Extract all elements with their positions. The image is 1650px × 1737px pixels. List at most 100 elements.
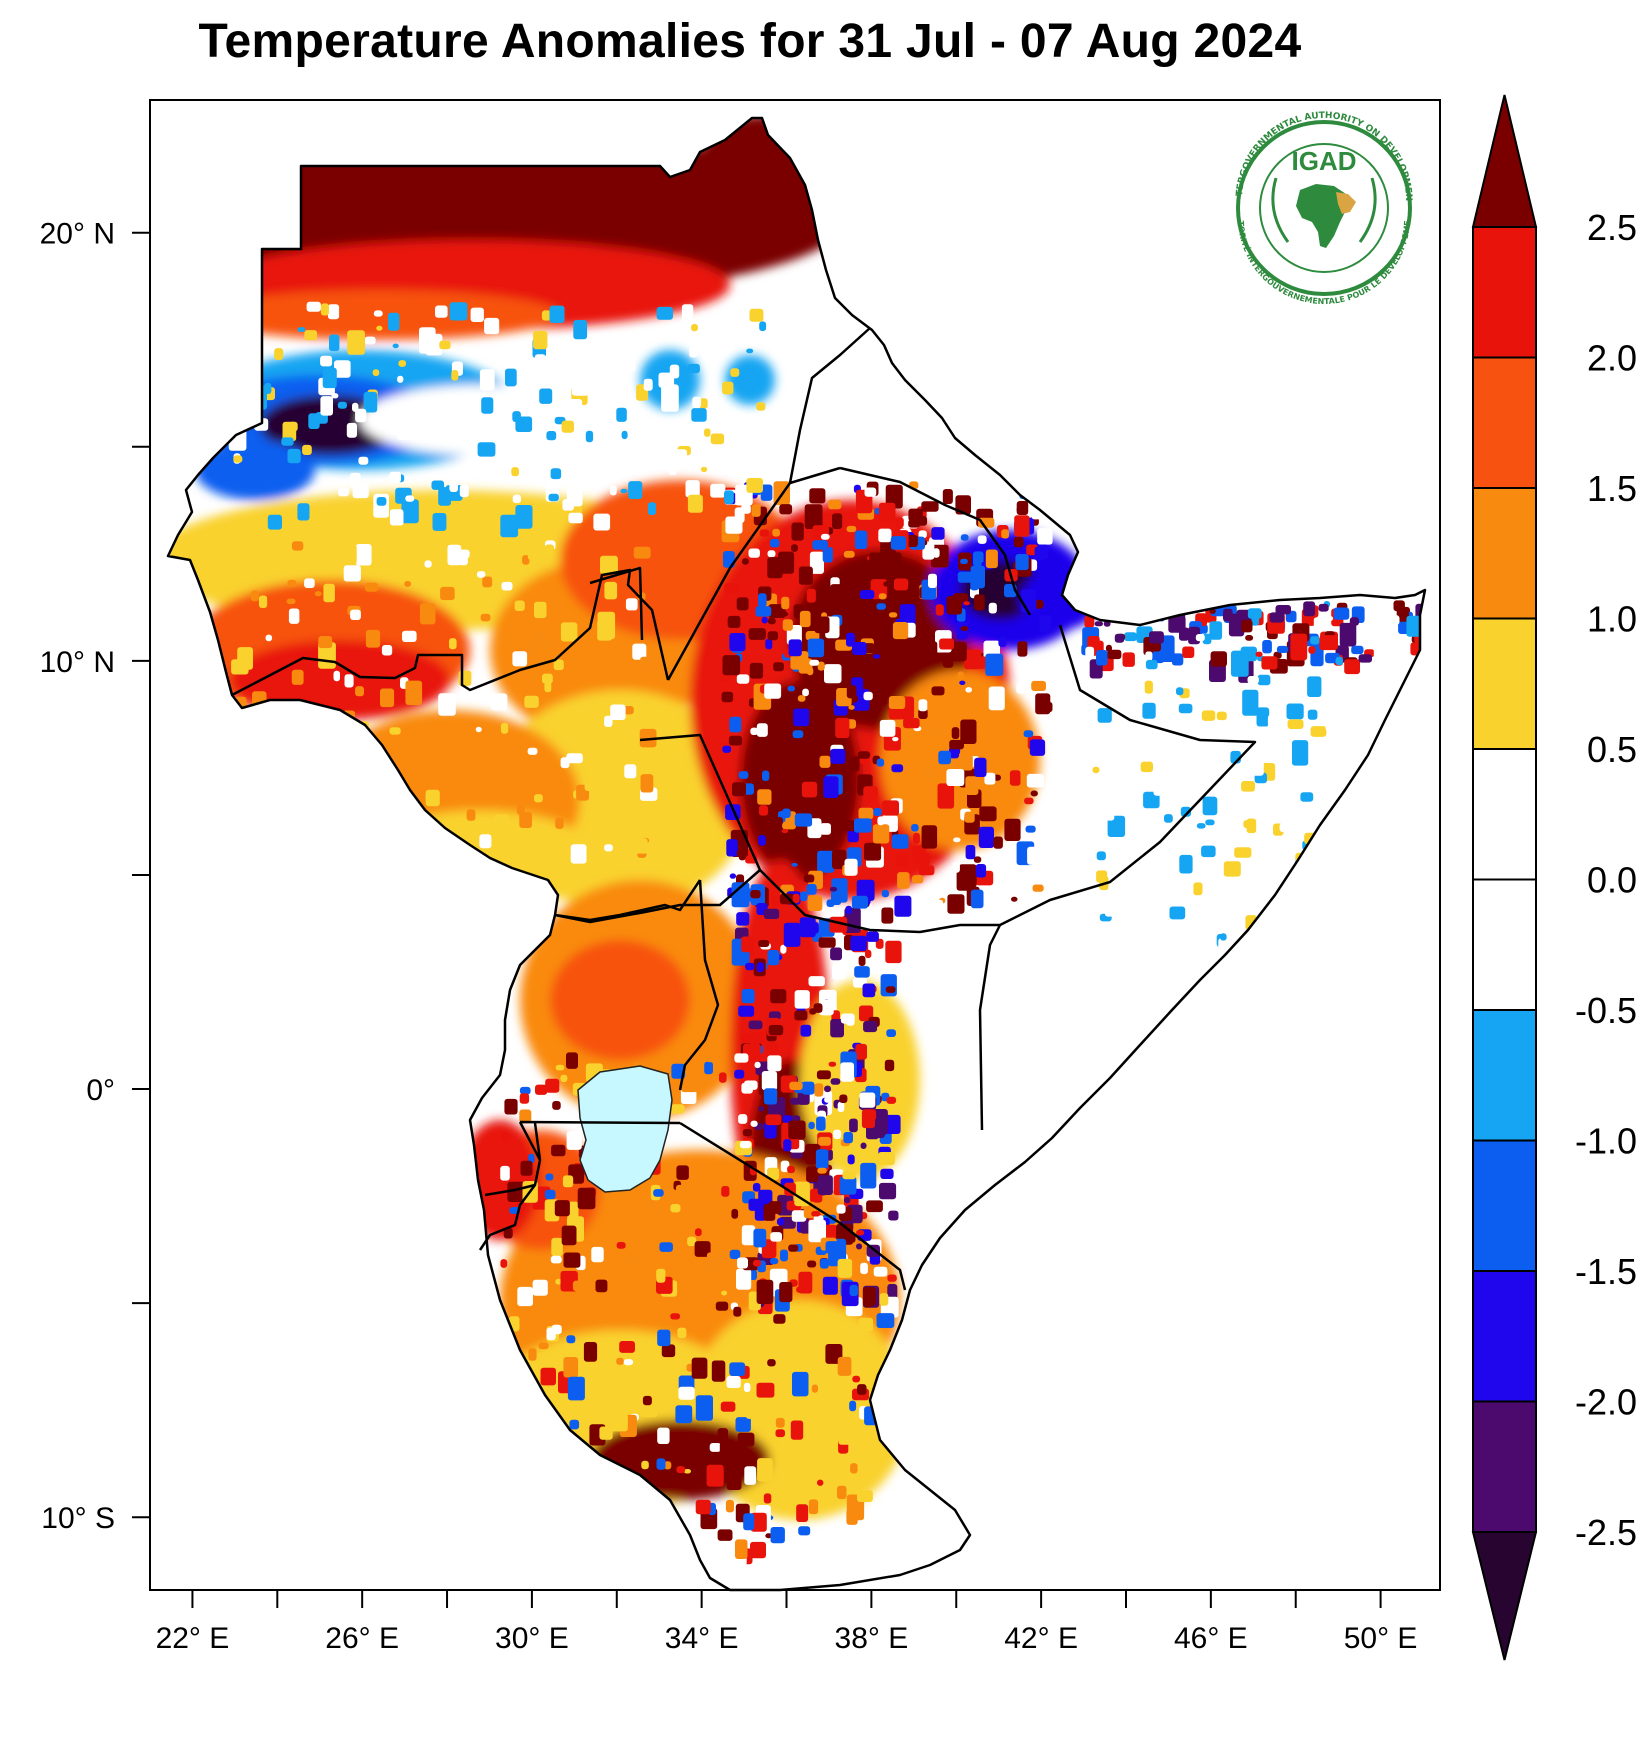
anomaly-cell <box>942 657 954 668</box>
anomaly-cell <box>534 354 546 371</box>
anomaly-cell <box>879 666 886 674</box>
anomaly-cell <box>1240 646 1257 662</box>
anomaly-cell <box>830 947 842 961</box>
anomaly-cell <box>794 1010 808 1021</box>
colorbar-swatch <box>1472 226 1537 359</box>
colorbar-label: 2.5 <box>1587 207 1637 248</box>
anomaly-region <box>550 940 690 1060</box>
anomaly-cell <box>734 1053 749 1063</box>
anomaly-cell <box>955 495 971 515</box>
anomaly-cell <box>837 1258 853 1278</box>
anomaly-cell <box>1015 554 1029 571</box>
colorbar-label: -1.0 <box>1575 1121 1637 1162</box>
anomaly-cell <box>719 1442 735 1461</box>
anomaly-cell <box>352 484 369 499</box>
anomaly-cell <box>1310 726 1327 737</box>
anomaly-cell <box>388 312 400 331</box>
anomaly-cell <box>756 402 766 411</box>
anomaly-cell <box>800 891 808 902</box>
anomaly-cell <box>322 367 337 389</box>
anomaly-cell <box>824 1085 831 1093</box>
anomaly-cell <box>846 525 857 533</box>
anomaly-cell <box>988 686 1005 711</box>
anomaly-cell <box>927 588 936 595</box>
anomaly-cell <box>881 889 889 898</box>
anomaly-cell <box>721 691 734 703</box>
anomaly-cell <box>899 604 916 627</box>
anomaly-cell <box>274 348 284 360</box>
anomaly-cell <box>888 612 898 618</box>
anomaly-cell <box>569 1419 580 1430</box>
anomaly-cell <box>845 905 852 915</box>
anomaly-cell <box>776 1218 785 1226</box>
anomaly-cell <box>817 1167 827 1174</box>
anomaly-cell <box>885 484 903 509</box>
anomaly-cell <box>687 494 703 513</box>
anomaly-cell <box>780 611 789 617</box>
anomaly-cell <box>544 681 552 693</box>
anomaly-cell <box>661 1344 676 1358</box>
anomaly-cell <box>449 638 457 650</box>
anomaly-cell <box>979 806 997 822</box>
anomaly-cell <box>402 630 417 642</box>
anomaly-cell <box>812 540 828 550</box>
anomaly-cell <box>856 1243 863 1250</box>
anomaly-cell <box>709 1443 721 1452</box>
anomaly-cell <box>931 527 945 540</box>
longitude-axis: 22° E 26° E 30° E 34° E 38° E 42° E 46° E 50° E <box>156 1590 1417 1655</box>
anomaly-cell <box>793 708 810 727</box>
anomaly-cell <box>722 745 732 753</box>
anomaly-cell <box>542 673 553 684</box>
lon-tick-label: 42° E <box>1004 1622 1078 1655</box>
anomaly-cell <box>291 541 304 551</box>
anomaly-cell <box>843 550 855 558</box>
anomaly-cell <box>892 737 899 742</box>
anomaly-cell <box>758 1106 765 1112</box>
anomaly-cell <box>380 548 395 559</box>
anomaly-cell <box>722 381 734 395</box>
anomaly-cell <box>878 502 896 521</box>
anomaly-cell <box>681 1080 698 1093</box>
anomaly-cell <box>1139 742 1152 753</box>
colorbar-swatch <box>1472 617 1537 750</box>
anomaly-cell <box>879 719 896 737</box>
anomaly-cell <box>741 989 755 1004</box>
anomaly-cell <box>653 1189 664 1197</box>
anomaly-cell <box>1373 645 1392 668</box>
anomaly-cell <box>951 727 960 739</box>
anomaly-cell <box>560 1074 568 1082</box>
anomaly-cell <box>853 1349 867 1366</box>
anomaly-cell <box>1307 676 1322 697</box>
anomaly-cell <box>758 940 770 947</box>
anomaly-cell <box>1155 893 1170 915</box>
anomaly-cell <box>957 571 973 583</box>
anomaly-cell <box>828 1061 837 1067</box>
anomaly-cell <box>788 639 802 657</box>
anomaly-cell <box>404 581 412 587</box>
anomaly-cell <box>1241 781 1255 792</box>
anomaly-cell <box>465 762 474 768</box>
anomaly-cell <box>1205 819 1215 826</box>
anomaly-cell <box>833 1129 842 1139</box>
anomaly-cell <box>493 834 505 853</box>
anomaly-cell <box>791 522 804 541</box>
anomaly-cell <box>811 1211 821 1217</box>
anomaly-cell <box>641 1460 649 1470</box>
anomaly-cell <box>835 717 850 738</box>
anomaly-cell <box>806 884 817 895</box>
anomaly-cell <box>753 1259 762 1267</box>
anomaly-cell <box>792 893 800 904</box>
anomaly-cell <box>529 508 546 531</box>
anomaly-cell <box>649 751 658 757</box>
anomaly-cell <box>1396 607 1409 622</box>
anomaly-cell <box>1379 627 1388 635</box>
anomaly-cell <box>1009 770 1021 786</box>
anomaly-cell <box>736 597 749 611</box>
anomaly-cell <box>973 856 982 863</box>
anomaly-cell <box>820 823 831 835</box>
anomaly-cell <box>863 1297 873 1308</box>
anomaly-cell <box>1095 640 1104 653</box>
anomaly-cell <box>798 566 813 585</box>
anomaly-cell <box>676 1466 686 1474</box>
anomaly-cell <box>770 1232 782 1242</box>
